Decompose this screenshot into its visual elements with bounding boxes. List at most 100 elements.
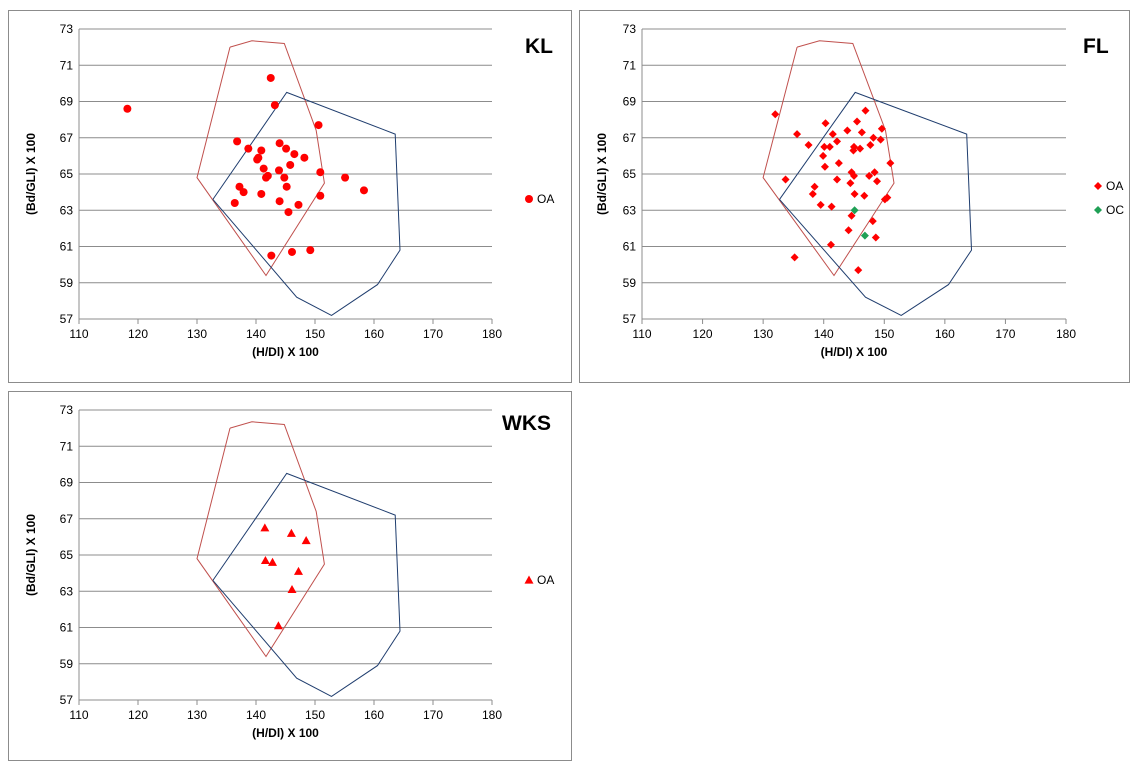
- data-point-oa: [239, 188, 248, 197]
- data-point-oa: [260, 523, 270, 532]
- scatter-chart-wks: 57 59 61 63 65 67 69 71 73 110 120 130 140 150 160 170 1…: [24, 403, 554, 740]
- data-point-oa: [306, 246, 315, 255]
- x-tick-label: 170: [423, 708, 443, 722]
- data-point-oa: [856, 144, 865, 153]
- y-tick-label: 71: [623, 58, 637, 72]
- x-tick-label: 120: [128, 708, 148, 722]
- y-axis-title: (Bd/GLl) X 100: [24, 514, 38, 596]
- data-point-oa: [843, 126, 852, 135]
- data-point-oa: [865, 171, 874, 180]
- x-tick-label: 110: [632, 327, 651, 341]
- data-point-oa: [876, 135, 885, 144]
- x-tick-label: 140: [246, 327, 266, 341]
- data-point-oa: [230, 199, 239, 207]
- y-tick-label: 73: [623, 22, 637, 36]
- legend-marker-oc: [1094, 206, 1102, 214]
- y-tick-label: 57: [60, 312, 74, 326]
- red-range-outline: [762, 40, 895, 277]
- y-tick-label: 63: [60, 203, 74, 217]
- x-tick-label: 180: [482, 708, 502, 722]
- blue-range-outline: [212, 472, 401, 697]
- x-tick-label: 140: [246, 708, 266, 722]
- data-point-oa: [259, 164, 268, 173]
- scatter-chart-kl: 57 59 61 63 65 67 69 71 73 110 120 130 140 150 160 170 1…: [24, 22, 554, 359]
- y-tick-label: 65: [60, 548, 74, 562]
- data-point-oa: [833, 175, 842, 184]
- x-tick-label: 130: [187, 708, 207, 722]
- y-tick-label: 73: [60, 403, 74, 417]
- data-point-oa: [819, 151, 828, 160]
- data-point-oa: [781, 175, 790, 184]
- data-point-oa: [314, 121, 323, 130]
- data-point-oa: [810, 182, 819, 191]
- data-point-oa: [273, 621, 283, 630]
- data-point-oa: [886, 159, 895, 168]
- x-tick-label: 160: [364, 708, 384, 722]
- data-point-oa: [300, 153, 309, 162]
- legend-label-oa: OA: [537, 573, 554, 587]
- data-point-oa: [341, 173, 350, 182]
- x-tick-label: 110: [69, 327, 88, 341]
- y-tick-label: 61: [623, 240, 637, 254]
- x-tick-label: 150: [305, 708, 325, 722]
- data-point-oa: [793, 130, 802, 139]
- data-point-oc: [860, 231, 869, 240]
- data-point-oa: [287, 247, 296, 256]
- data-point-oa: [854, 266, 863, 275]
- x-axis-title: (H/Dl) X 100: [252, 726, 319, 740]
- data-point-oa: [883, 193, 892, 202]
- data-point-oa: [282, 144, 291, 153]
- chart-title: KL: [525, 35, 553, 58]
- chart-panel-fl: 57 59 61 63 65 67 69 71 73 110 120 130 140 150 160 170 1…: [579, 10, 1130, 383]
- data-point-oa: [771, 110, 780, 119]
- y-tick-label: 59: [60, 657, 74, 671]
- data-point-oa: [257, 146, 266, 155]
- y-axis-title: (Bd/GLl) X 100: [24, 133, 38, 215]
- x-tick-label: 180: [1056, 327, 1076, 341]
- legend-label-oc: OC: [1106, 203, 1124, 217]
- y-tick-label: 67: [623, 131, 637, 145]
- legend-label-oa: OA: [537, 192, 554, 206]
- blue-range-outline: [212, 91, 401, 316]
- data-point-oa: [846, 179, 855, 188]
- data-point-oa: [844, 226, 853, 235]
- chart-title: WKS: [502, 412, 551, 435]
- data-point-oa: [820, 162, 829, 171]
- x-tick-label: 150: [874, 327, 894, 341]
- data-point-oa: [849, 146, 858, 155]
- data-point-oa: [301, 536, 311, 545]
- data-point-oa: [816, 200, 825, 209]
- data-point-oa: [877, 124, 886, 133]
- data-point-oa: [860, 191, 869, 200]
- x-tick-label: 130: [187, 327, 207, 341]
- data-point-oa: [282, 182, 291, 191]
- x-tick-label: 150: [305, 327, 325, 341]
- data-point-oa: [834, 159, 843, 168]
- y-axis-title: (Bd/GLl) X 100: [595, 133, 609, 215]
- data-point-oa: [266, 73, 275, 82]
- data-point-oa: [853, 117, 862, 126]
- red-range-outline: [196, 40, 325, 277]
- x-tick-label: 140: [814, 327, 834, 341]
- y-tick-label: 69: [623, 95, 637, 109]
- data-point-oa: [866, 141, 875, 149]
- data-point-oa: [257, 189, 266, 198]
- x-tick-label: 180: [482, 327, 502, 341]
- data-point-oa: [827, 202, 836, 211]
- data-point-oa: [263, 171, 272, 180]
- red-range-outline: [196, 421, 325, 658]
- x-axis-title: (H/Dl) X 100: [821, 345, 888, 359]
- y-tick-label: 59: [623, 276, 637, 290]
- data-point-oa: [871, 233, 880, 242]
- x-tick-label: 160: [364, 327, 384, 341]
- legend-marker-oa: [524, 575, 534, 584]
- y-tick-label: 57: [60, 693, 74, 707]
- x-tick-label: 170: [423, 327, 443, 341]
- y-tick-label: 63: [623, 203, 637, 217]
- data-point-oa: [275, 139, 284, 148]
- y-tick-label: 73: [60, 22, 74, 36]
- data-point-oa: [847, 211, 856, 220]
- x-tick-label: 120: [693, 327, 713, 341]
- legend-label-oa: OA: [1106, 179, 1123, 193]
- data-point-oa: [284, 208, 293, 217]
